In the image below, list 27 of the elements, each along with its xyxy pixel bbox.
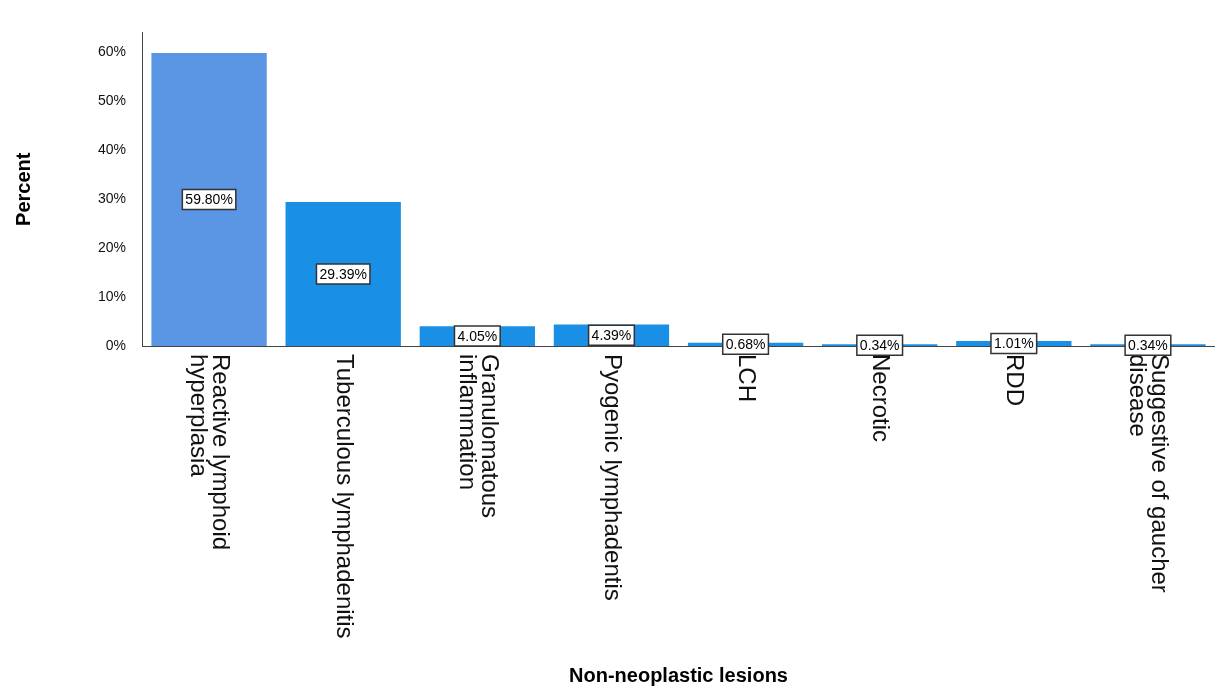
- bar: [151, 52, 267, 346]
- x-tick-label: LCH: [733, 354, 761, 403]
- data-label: 29.39%: [319, 265, 367, 282]
- data-label: 0.68%: [725, 336, 766, 353]
- y-tick-label: 10%: [97, 287, 127, 304]
- data-label: 0.34%: [859, 337, 900, 354]
- y-tick-label: 20%: [97, 238, 127, 255]
- data-label: 0.34%: [1128, 337, 1168, 354]
- x-tick-label: Reactive lymphoid hyperplasia: [186, 354, 236, 551]
- y-tick-label: 40%: [97, 140, 127, 157]
- x-axis-title: Non-neoplastic lesions: [569, 663, 788, 686]
- data-label: 59.80%: [185, 191, 233, 208]
- y-tick-label: 30%: [97, 189, 127, 206]
- x-tick-label: Necrotic: [868, 354, 896, 443]
- bar: [285, 201, 401, 346]
- data-label: 4.39%: [591, 327, 632, 344]
- y-tick-label: 60%: [97, 42, 127, 59]
- data-label: 4.05%: [457, 327, 498, 344]
- x-tick-label: Pyogenic lymphadentis: [599, 354, 627, 601]
- y-tick-label: 0%: [105, 336, 127, 353]
- x-tick-label: RDD: [1002, 354, 1030, 406]
- y-tick-label: 50%: [97, 91, 127, 108]
- x-tick-label: Suggestive of gaucher disease: [1125, 354, 1175, 593]
- data-label: 1.01%: [993, 335, 1034, 352]
- x-tick-label: Tuberculous lymphadenitis: [331, 354, 359, 639]
- x-tick-label: Granulomatous inflammation: [454, 354, 504, 519]
- y-axis-title: Percent: [11, 152, 34, 226]
